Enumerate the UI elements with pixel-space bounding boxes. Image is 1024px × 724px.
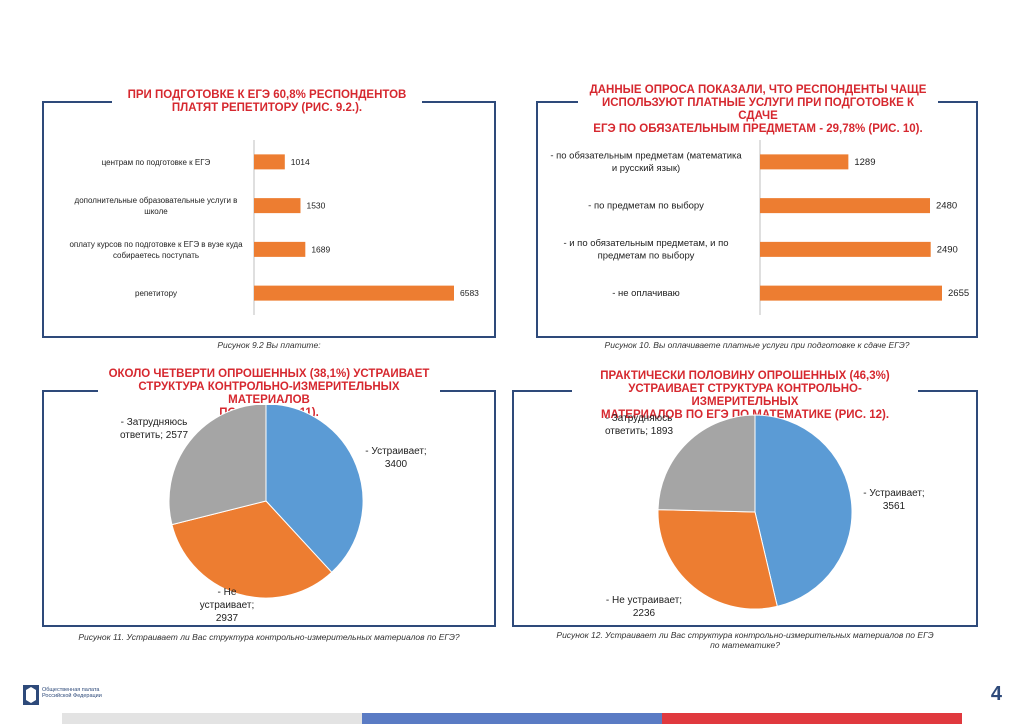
chart-title-2: ДАННЫЕ ОПРОСА ПОКАЗАЛИ, ЧТО РЕСПОНДЕНТЫ …	[578, 84, 938, 136]
category-label: дополнительные образовательные услуги в	[75, 196, 238, 205]
pie-label: 2937	[216, 613, 239, 624]
bar-value-label: 2655	[948, 288, 969, 299]
pie-label: - Не	[218, 587, 237, 598]
pie-label: - Затрудняюсь	[606, 413, 673, 424]
category-label: - не оплачиваю	[612, 288, 680, 299]
pie-slice-1-1	[171, 500, 333, 599]
bar-1-0	[254, 154, 285, 170]
pie-label: устраивает;	[200, 600, 255, 611]
chart-title-1: ПРИ ПОДГОТОВКЕ К ЕГЭ 60,8% РЕСПОНДЕНТОВ П…	[112, 89, 422, 115]
footer-stripe-blue	[362, 713, 662, 724]
category-label: центрам по подготовке к ЕГЭ	[102, 158, 211, 167]
bar-value-label: 6583	[460, 288, 479, 298]
pie-label: ответить; 2577	[120, 430, 189, 441]
category-label: и русский язык)	[612, 163, 680, 174]
category-label: - по обязательным предметам (математика	[550, 151, 742, 162]
bar-1-3	[254, 285, 454, 301]
category-label: - и по обязательным предметам, и по	[563, 238, 728, 249]
chart-caption-2: Рисунок 10. Вы оплачиваете платные услуг…	[604, 340, 910, 350]
footer-stripe-red	[662, 713, 962, 724]
pie-slice-1-2	[168, 405, 267, 526]
category-label: - по предметам по выбору	[588, 201, 704, 212]
bar-chart-2: 1289 - по обязательным предметам (математ…	[550, 140, 969, 315]
pie-slice-1-0	[265, 405, 364, 574]
category-label: предметам по выбору	[598, 251, 695, 262]
bar-value-label: 1014	[291, 157, 310, 167]
category-label: оплату курсов по подготовке к ЕГЭ в вузе…	[69, 240, 243, 249]
pie-label: - Не устраивает;	[606, 595, 682, 606]
chart-title-3: ОКОЛО ЧЕТВЕРТИ ОПРОШЕННЫХ (38,1%) УСТРАИ…	[98, 368, 440, 420]
category-label: репетитору	[135, 289, 177, 298]
bar-value-label: 2480	[936, 201, 957, 212]
bar-2-0	[760, 154, 849, 170]
bar-value-label: 2490	[937, 244, 958, 255]
pie-chart-2: - Устраивает; 3561 - Не устраивает; 2236 - З…	[605, 413, 925, 619]
bar-value-label: 1689	[311, 244, 330, 254]
bar-chart-1: 1014 центрам по подготовке к ЕГЭ 1530 допол…	[69, 140, 479, 315]
pie-label: 2236	[633, 608, 656, 619]
pie-label: - Затрудняюсь	[121, 417, 188, 428]
pie-slice-2-0	[754, 414, 853, 608]
pie-slice-2-1	[657, 509, 778, 610]
footer-stripe-gray	[62, 713, 362, 724]
pie-chart-1: - Устраивает; 3400 - Не устраивает; 2937 - За…	[120, 405, 427, 624]
logo-text: Общественная палата Российской Федерации	[42, 687, 102, 699]
pie-slice-2-2	[657, 414, 756, 513]
page-number: 4	[990, 683, 1002, 705]
pie-label: 3561	[883, 501, 906, 512]
logo: Общественная палата Российской Федерации	[22, 684, 132, 710]
category-label: школе	[144, 207, 168, 216]
logo-emblem-icon	[23, 685, 39, 705]
pie-label: 3400	[385, 459, 408, 470]
bar-2-1	[760, 198, 931, 214]
pie-label: - Устраивает;	[365, 446, 426, 457]
chart-caption-1: Рисунок 9.2 Вы платите:	[217, 340, 321, 350]
category-label: собираетесь поступать	[113, 251, 199, 260]
bar-1-1	[254, 198, 301, 214]
chart-caption-4: Рисунок 12. Устраивает ли Вас структура …	[556, 630, 934, 650]
bar-1-2	[254, 241, 306, 257]
pie-label: - Устраивает;	[863, 488, 924, 499]
bar-value-label: 1530	[306, 201, 325, 211]
chart-title-4: ПРАКТИЧЕСКИ ПОЛОВИНУ ОПРОШЕННЫХ (46,3%) У…	[572, 370, 918, 422]
bar-value-label: 1289	[854, 157, 875, 168]
pie-label: ответить; 1893	[605, 426, 674, 437]
bar-2-2	[760, 241, 931, 257]
chart-caption-3: Рисунок 11. Устраивает ли Вас структура …	[78, 632, 460, 642]
bar-2-3	[760, 285, 942, 301]
